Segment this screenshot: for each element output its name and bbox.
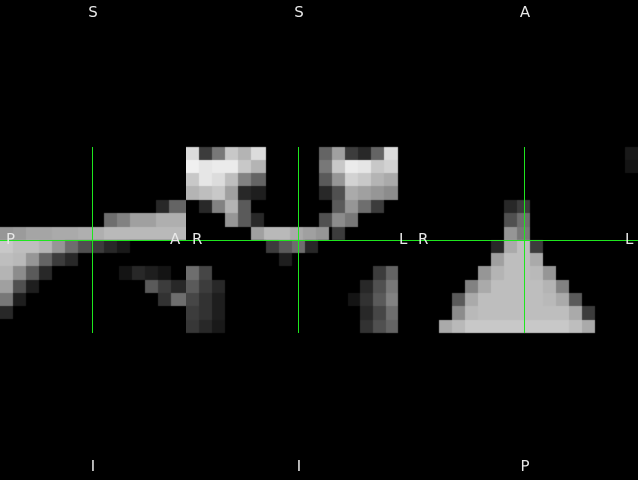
axial-label-left: R <box>418 230 429 248</box>
sagittal-label-right: A <box>170 230 181 248</box>
coronal-label-right: L <box>399 230 408 248</box>
sagittal-crosshair-vertical[interactable] <box>92 147 93 333</box>
sagittal-label-top: S <box>88 3 98 21</box>
axial-label-top: A <box>519 3 531 21</box>
coronal-crosshair-horizontal[interactable] <box>186 240 412 241</box>
sagittal-crosshair-horizontal[interactable] <box>0 240 186 241</box>
sagittal-view[interactable]: S I P A <box>0 0 186 480</box>
coronal-label-left: R <box>192 230 203 248</box>
sagittal-label-left: P <box>6 230 16 248</box>
coronal-crosshair-vertical[interactable] <box>298 147 299 333</box>
sagittal-label-bottom: I <box>90 457 96 475</box>
axial-crosshair-horizontal[interactable] <box>412 240 638 241</box>
axial-view[interactable]: A P R L <box>412 0 638 480</box>
coronal-view[interactable]: S I R L <box>186 0 412 480</box>
axial-crosshair-vertical[interactable] <box>524 147 525 333</box>
axial-label-bottom: P <box>520 457 530 475</box>
coronal-label-bottom: I <box>296 457 302 475</box>
axial-label-right: L <box>625 230 634 248</box>
coronal-label-top: S <box>294 3 304 21</box>
